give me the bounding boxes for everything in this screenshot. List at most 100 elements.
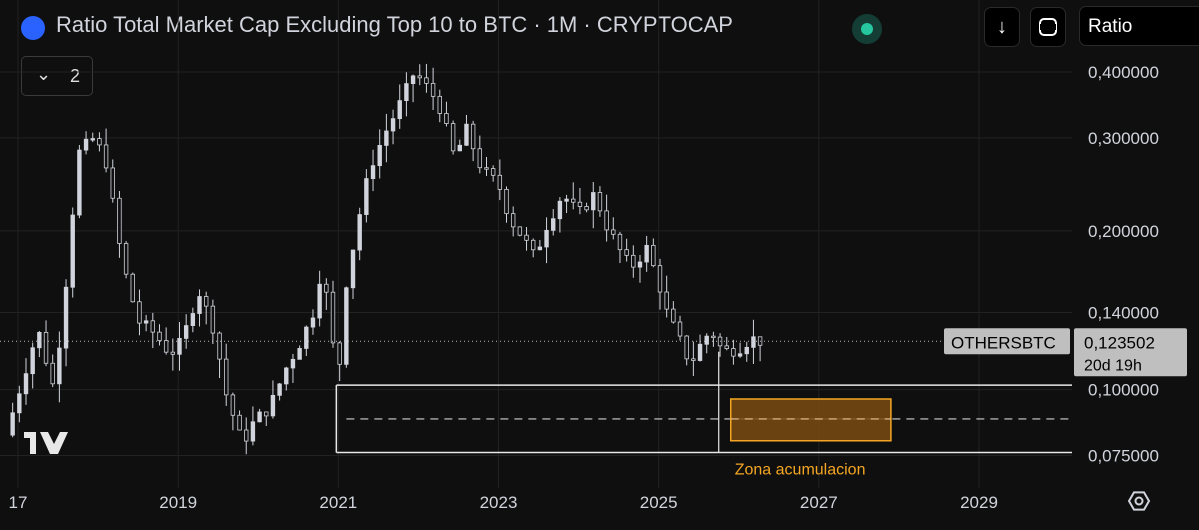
candle-body [425, 78, 429, 84]
candle-body [505, 189, 509, 213]
candle-body [571, 199, 575, 202]
candle-body [318, 284, 322, 318]
candle-body [325, 284, 329, 292]
candle-body [405, 84, 409, 101]
y-axis-tick-label: 0,100000 [1088, 381, 1159, 400]
chevron-down-icon: ⌄ [36, 64, 51, 85]
candle-body [331, 292, 335, 343]
candle-body [418, 76, 422, 78]
candle-body [305, 327, 309, 348]
candle-body [451, 124, 455, 151]
candle-body [625, 250, 629, 256]
market-status-icon[interactable] [852, 14, 882, 44]
download-button[interactable]: ↓ [984, 7, 1020, 47]
candle-body [238, 415, 242, 430]
candle-body [465, 124, 469, 145]
candle-body [171, 352, 175, 354]
accumulation-zone [731, 399, 891, 441]
candle-body [705, 336, 709, 344]
candle-body [178, 338, 182, 354]
symbol-label-bg [944, 328, 1070, 354]
candle-body [51, 363, 55, 384]
candle-body [211, 306, 215, 333]
candle-body [618, 234, 622, 249]
candle-body [678, 322, 682, 336]
candle-body [218, 333, 222, 359]
tradingview-logo [24, 432, 68, 454]
candle-body [585, 207, 589, 210]
candle-body [525, 235, 529, 240]
candle-body [24, 374, 28, 394]
candle-body [565, 199, 569, 201]
candle-body [538, 247, 542, 250]
candle-body [31, 348, 35, 374]
candle-body [391, 119, 395, 131]
candle-body [698, 344, 702, 360]
y-axis-tick-label: 0,075000 [1088, 447, 1159, 466]
candle-body [144, 321, 148, 323]
last-price-box [1074, 328, 1187, 376]
fullscreen-button[interactable] [1030, 7, 1066, 47]
candle-body [398, 101, 402, 119]
candle-body [251, 422, 255, 441]
candle-body [725, 346, 729, 349]
candle-body [652, 245, 656, 265]
candle-body [78, 150, 82, 215]
y-axis-tick-label: 0,400000 [1088, 63, 1159, 82]
candle-body [191, 314, 195, 326]
x-axis-tick-label: 2021 [319, 493, 357, 512]
candle-body [291, 359, 295, 368]
symbol-label: OTHERSBTC [951, 333, 1056, 352]
candle-body [184, 326, 188, 339]
candle-body [752, 337, 756, 348]
candle-body [224, 359, 228, 395]
candle-body [491, 169, 495, 176]
candle-body [58, 348, 62, 384]
candle-body [351, 250, 355, 288]
candle-body [278, 384, 282, 395]
candle-body [431, 83, 435, 96]
candle-body [264, 412, 268, 416]
candle-body [692, 359, 696, 361]
candle-body [231, 395, 235, 415]
candle-body [638, 262, 642, 267]
candle-body [378, 145, 382, 165]
candle-body [438, 96, 442, 113]
y-axis-tick-label: 0,200000 [1088, 222, 1159, 241]
fullscreen-icon [1031, 8, 1065, 46]
y-axis-tick-label: 0,300000 [1088, 129, 1159, 148]
candle-body [151, 321, 155, 332]
candle-body [311, 318, 315, 327]
candle-body [84, 139, 88, 150]
candle-body [658, 266, 662, 292]
scale-select[interactable]: Ratio [1079, 6, 1199, 46]
candle-body [164, 341, 168, 353]
candle-body [411, 76, 415, 84]
candle-body [98, 139, 102, 145]
candle-body [478, 149, 482, 168]
candle-body [605, 211, 609, 230]
candle-body [358, 215, 362, 250]
candle-body [204, 297, 208, 307]
indicators-collapse-button[interactable]: ⌄ 2 [21, 56, 93, 96]
candle-body [458, 145, 462, 151]
zone-annotation: Zona acumulacion [735, 462, 866, 479]
candle-body [518, 227, 522, 235]
settings-gear-center [1136, 498, 1143, 505]
candle-body [712, 336, 716, 338]
candle-body [718, 337, 722, 346]
candle-body [38, 332, 42, 347]
candle-body [158, 332, 162, 340]
candle-body [591, 193, 595, 210]
candle-body [44, 332, 48, 363]
candle-body [284, 368, 288, 384]
candle-body [685, 336, 689, 359]
candle-body [338, 343, 342, 364]
x-axis-tick-label: 2027 [800, 493, 838, 512]
candle-body [104, 145, 108, 168]
bar-countdown: 20d 19h [1084, 357, 1142, 374]
candle-body [531, 240, 535, 249]
candle-body [738, 354, 742, 356]
candle-body [198, 297, 202, 314]
